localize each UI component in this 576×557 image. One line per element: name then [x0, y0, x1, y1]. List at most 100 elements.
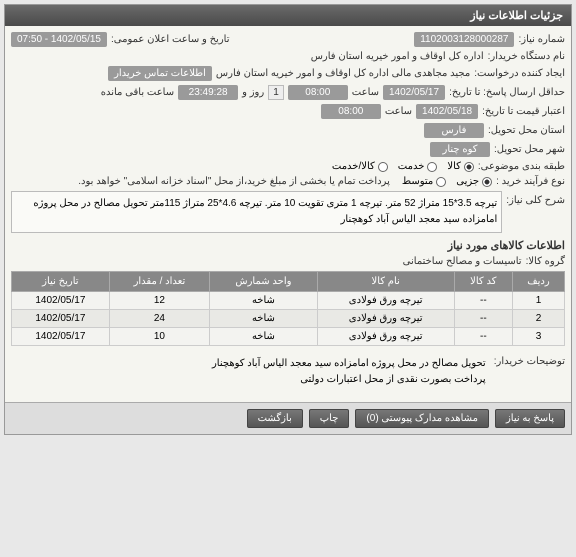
row-buy-process: نوع فرآیند خرید : جزیی متوسط پرداخت تمام…	[11, 176, 565, 187]
radio-dot-icon	[378, 162, 388, 172]
valid-date: 1402/05/18	[416, 104, 478, 119]
pay-note: پرداخت تمام یا بخشی از مبلغ خرید،از محل …	[78, 176, 390, 187]
category-radio-group: کالا خدمت کالا/خدمت	[332, 161, 474, 172]
deadline-time: 08:00	[288, 85, 348, 100]
table-cell: 1	[513, 292, 565, 310]
group-label: گروه کالا:	[526, 256, 565, 267]
footer-buttons: پاسخ به نیاز مشاهده مدارک پیوستی (0) چاپ…	[5, 402, 571, 434]
th-qty: تعداد / مقدار	[109, 272, 209, 292]
contact-link[interactable]: اطلاعات تماس خریدار	[108, 66, 212, 81]
buy-proc-radio-group: جزیی متوسط	[402, 176, 492, 187]
table-cell: شاخه	[210, 292, 318, 310]
desc-value: تیرچه 3.5*15 متراژ 52 متر. تیرچه 1 متری …	[11, 191, 502, 233]
table-cell: 24	[109, 310, 209, 328]
radio-both[interactable]: کالا/خدمت	[332, 161, 388, 172]
cat-label: طبقه بندی موضوعی:	[478, 161, 565, 172]
row-description: شرح کلی نیاز: تیرچه 3.5*15 متراژ 52 متر.…	[11, 191, 565, 233]
remain-label: ساعت باقی مانده	[101, 87, 174, 98]
need-no-label: شماره نیاز:	[518, 34, 565, 45]
th-unit: واحد شمارش	[210, 272, 318, 292]
notes-line-2: پرداخت بصورت نقدی از محل اعتبارات دولتی	[15, 372, 486, 388]
th-date: تاریخ نیاز	[12, 272, 110, 292]
city-label: شهر محل تحویل:	[494, 144, 565, 155]
announce-label: تاریخ و ساعت اعلان عمومی:	[111, 34, 230, 45]
table-header-row: ردیف کد کالا نام کالا واحد شمارش تعداد /…	[12, 272, 565, 292]
row-requester: ایجاد کننده درخواست: مجید مجاهدی مالی اد…	[11, 66, 565, 81]
days-remaining: 1	[268, 85, 284, 100]
table-cell: 10	[109, 328, 209, 346]
radio-dot-icon	[436, 177, 446, 187]
th-name: نام کالا	[317, 272, 454, 292]
need-details-panel: جزئیات اطلاعات نیاز شماره نیاز: 11020031…	[4, 4, 572, 435]
radio-dot-icon	[427, 162, 437, 172]
loc-label: استان محل تحویل:	[488, 125, 565, 136]
panel-body: شماره نیاز: 1102003128000287 تاریخ و ساع…	[5, 26, 571, 402]
table-cell: تیرچه ورق فولادی	[317, 328, 454, 346]
time-remaining: 23:49:28	[178, 85, 238, 100]
row-buyer: نام دستگاه خریدار: اداره کل اوقاف و امور…	[11, 51, 565, 62]
announce-value: 1402/05/15 - 07:50	[11, 32, 107, 47]
table-row: 3--تیرچه ورق فولادیشاخه101402/05/17	[12, 328, 565, 346]
radio-dot-icon	[482, 177, 492, 187]
valid-time: 08:00	[321, 104, 381, 119]
notes-line-1: تحویل مصالح در محل پروژه امامزاده سید مع…	[15, 356, 486, 372]
desc-label: شرح کلی نیاز:	[506, 191, 565, 206]
radio-low-label: جزیی	[456, 176, 479, 187]
goods-section-header: اطلاعات کالاهای مورد نیاز	[11, 239, 565, 252]
goods-table: ردیف کد کالا نام کالا واحد شمارش تعداد /…	[11, 271, 565, 346]
radio-both-label: کالا/خدمت	[332, 161, 375, 172]
table-cell: 2	[513, 310, 565, 328]
row-deadline: حداقل ارسال پاسخ: تا تاریخ: 1402/05/17 س…	[11, 85, 565, 100]
table-cell: --	[454, 328, 512, 346]
th-row: ردیف	[513, 272, 565, 292]
radio-mid[interactable]: متوسط	[402, 176, 446, 187]
table-cell: تیرچه ورق فولادی	[317, 310, 454, 328]
table-cell: --	[454, 292, 512, 310]
print-button[interactable]: چاپ	[309, 409, 350, 428]
table-cell: شاخه	[210, 310, 318, 328]
attachments-button[interactable]: مشاهده مدارک پیوستی (0)	[355, 409, 489, 428]
table-row: 2--تیرچه ورق فولادیشاخه241402/05/17	[12, 310, 565, 328]
table-row: 1--تیرچه ورق فولادیشاخه121402/05/17	[12, 292, 565, 310]
row-valid: اعتبار قیمت تا تاریخ: 1402/05/18 ساعت 08…	[11, 104, 565, 119]
buyer-label: نام دستگاه خریدار:	[488, 51, 565, 62]
radio-low[interactable]: جزیی	[456, 176, 492, 187]
notes-box: تحویل مصالح در محل پروژه امامزاده سید مع…	[11, 352, 490, 392]
requester-label: ایجاد کننده درخواست:	[474, 68, 565, 79]
reply-button[interactable]: پاسخ به نیاز	[495, 409, 565, 428]
table-cell: 12	[109, 292, 209, 310]
table-cell: 3	[513, 328, 565, 346]
loc-value: فارس	[424, 123, 484, 138]
group-value: تاسیسات و مصالح ساختمانی	[403, 256, 522, 267]
table-cell: شاخه	[210, 328, 318, 346]
table-cell: 1402/05/17	[12, 292, 110, 310]
saat-label-1: ساعت	[352, 87, 379, 98]
radio-service[interactable]: خدمت	[398, 161, 438, 172]
panel-title: جزئیات اطلاعات نیاز	[5, 5, 571, 26]
row-location: استان محل تحویل: فارس	[11, 123, 565, 138]
saat-label-2: ساعت	[385, 106, 412, 117]
row-city: شهر محل تحویل: کوه چنار	[11, 142, 565, 157]
table-cell: تیرچه ورق فولادی	[317, 292, 454, 310]
table-cell: --	[454, 310, 512, 328]
back-button[interactable]: بازگشت	[247, 409, 303, 428]
deadline-date: 1402/05/17	[383, 85, 445, 100]
radio-service-label: خدمت	[398, 161, 425, 172]
row-need-no: شماره نیاز: 1102003128000287 تاریخ و ساع…	[11, 32, 565, 47]
radio-goods-label: کالا	[447, 161, 461, 172]
requester-value: مجید مجاهدی مالی اداره کل اوقاف و امور خ…	[216, 68, 470, 79]
radio-dot-icon	[464, 162, 474, 172]
table-cell: 1402/05/17	[12, 310, 110, 328]
table-cell: 1402/05/17	[12, 328, 110, 346]
valid-label: اعتبار قیمت تا تاریخ:	[482, 106, 565, 117]
row-category: طبقه بندی موضوعی: کالا خدمت کالا/خدمت	[11, 161, 565, 172]
roz-label: روز و	[242, 87, 264, 98]
notes-label: توضیحات خریدار:	[494, 352, 565, 367]
radio-goods[interactable]: کالا	[447, 161, 474, 172]
city-value: کوه چنار	[430, 142, 490, 157]
row-notes: توضیحات خریدار: تحویل مصالح در محل پروژه…	[11, 352, 565, 392]
radio-mid-label: متوسط	[402, 176, 433, 187]
need-no-value: 1102003128000287	[414, 32, 514, 47]
row-group: گروه کالا: تاسیسات و مصالح ساختمانی	[11, 256, 565, 267]
deadline-label: حداقل ارسال پاسخ: تا تاریخ:	[449, 87, 565, 98]
